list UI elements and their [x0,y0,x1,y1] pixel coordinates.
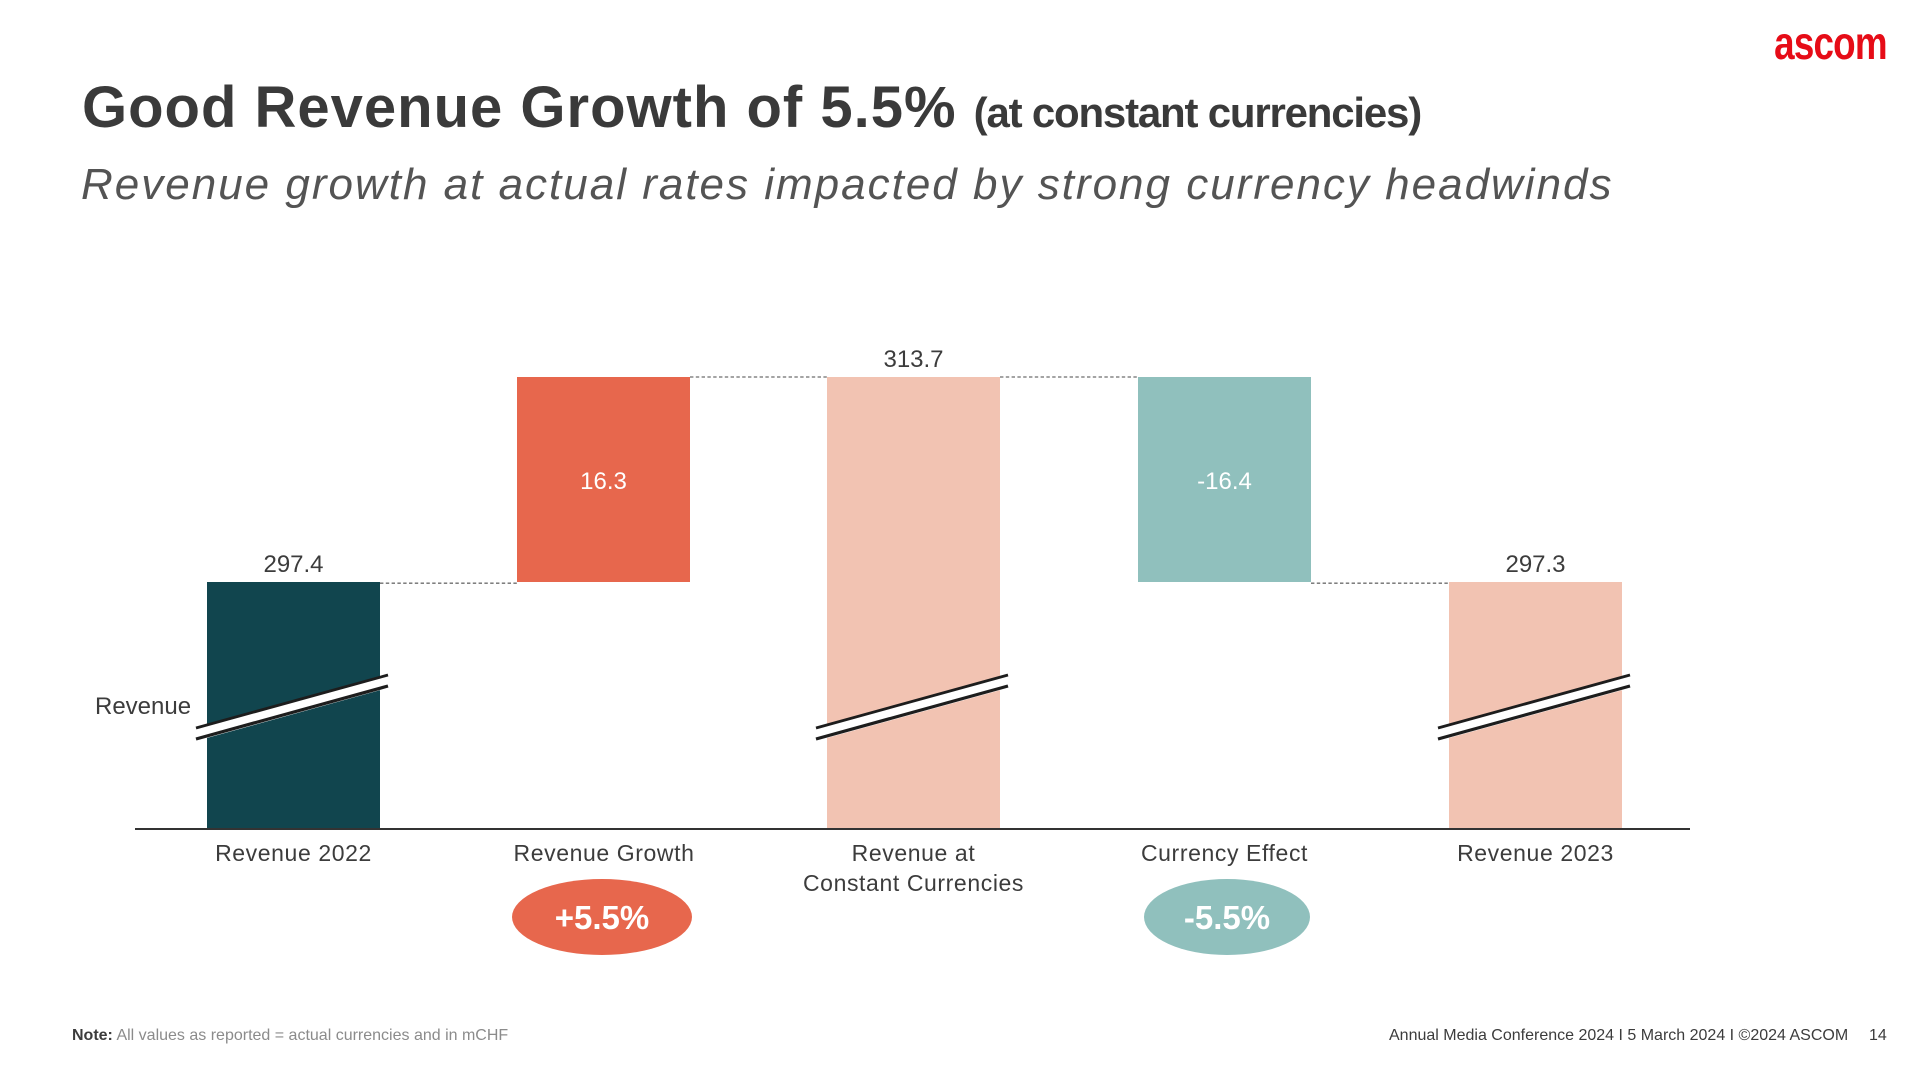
svg-text:Revenue at: Revenue at [852,840,976,866]
svg-text:Currency Effect: Currency Effect [1141,840,1308,866]
svg-text:Revenue Growth: Revenue Growth [514,840,695,866]
svg-text:Revenue 2022: Revenue 2022 [215,840,372,866]
svg-text:-5.5%: -5.5% [1184,899,1270,936]
svg-text:313.7: 313.7 [883,346,943,373]
svg-text:Constant Currencies: Constant Currencies [803,870,1024,896]
svg-text:Revenue 2023: Revenue 2023 [1457,840,1614,866]
svg-text:297.3: 297.3 [1505,551,1565,578]
svg-text:Revenue: Revenue [95,693,191,720]
svg-text:+5.5%: +5.5% [555,899,650,936]
svg-text:-16.4: -16.4 [1197,468,1252,495]
svg-text:297.4: 297.4 [263,551,323,578]
svg-text:16.3: 16.3 [580,468,627,495]
